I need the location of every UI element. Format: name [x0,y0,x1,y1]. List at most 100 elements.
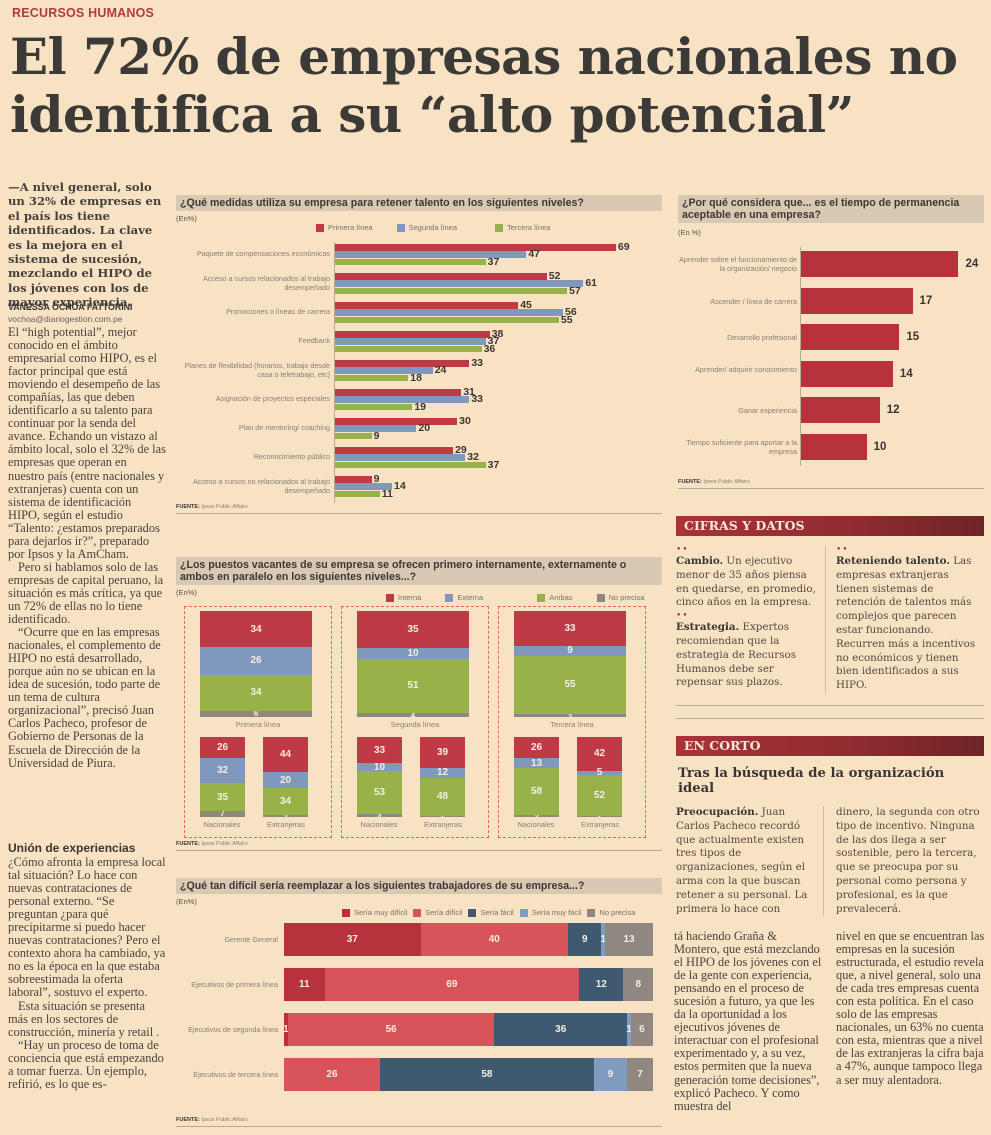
category-label: Acceso a cursos relacionados al trabajo … [202,274,330,292]
legend-label: Sería difícil [425,908,463,917]
box-column: •• Reteniendo talento. Las empresas extr… [826,546,984,693]
sub-label: Nacionales [517,820,555,829]
bar-tercera-línea [335,345,482,353]
body-paragraph: El “high potential”, mejor conocido en e… [8,325,166,561]
divider [176,513,662,514]
category-label: Acceso a cursos no relacionados al traba… [192,477,330,495]
category-label: Ganar experiencia [738,406,797,415]
stack-segment-no-precisa: 4 [357,813,402,817]
body-paragraph: Esta situación se presenta más en los se… [8,998,160,1039]
bullet-dots: •• [676,611,689,622]
cifras-y-datos-box: CIFRAS Y DATOS •• Cambio. Un ejecutivo m… [676,516,984,719]
legend-item: Primera línea [316,223,373,232]
data-label: 55 [560,313,573,326]
stack-segment-sería-difícil: 69 [324,968,580,1001]
chart-subtitle: (En%) [176,897,197,906]
stack-segment-externa: 26 [200,647,312,675]
legend-swatch [342,908,350,917]
fact-text: Un ejecutivo menor de 35 años piensa en … [676,555,816,609]
chart-plot: Gerente General 37 40 9 1 13 Ejecutivos de pri… [176,921,662,1117]
group-box [184,606,332,838]
chart-title: ¿Qué medidas utiliza su empresa para ret… [176,195,662,211]
article-continuation-2: nivel en que se encuentran las empresas … [836,929,985,1087]
bar-segunda-línea [335,309,563,316]
group-box [341,606,489,838]
category-label: Paquete de compensaciones económicas [196,249,330,258]
source-label: FUENTE: [678,479,702,485]
body-paragraph: Pero si hablamos solo de las empresas de… [8,559,164,627]
bar-tercera-línea [335,316,559,324]
box-header: CIFRAS Y DATOS [676,516,984,536]
y-axis-line [800,247,801,466]
bar-primera-línea [335,418,458,425]
stacked-row: 26 58 9 7 [284,1058,653,1091]
stack-segment-sería-fácil: 58 [379,1058,594,1091]
data-label: 24 [965,258,979,270]
bar-primera-línea [335,360,470,367]
article-body-2: ¿Cómo afronta la empresa local tal situa… [8,855,166,1091]
stack-segment-interna: 42 [577,737,622,771]
data-label: 19 [414,400,427,413]
bar-segunda-línea [335,483,392,490]
source-text: Ipsos Public Affairs [201,504,248,510]
stack-segment-externa: 32 [200,757,245,784]
bar-tercera-línea [335,258,486,266]
stack-segment-sería-muy-difícil: 11 [284,968,325,1001]
data-label: 29 [455,444,467,456]
legend-swatch-blue [396,223,405,232]
fact-item: Cambio. Un ejecutivo menor de 35 años pi… [676,555,817,610]
source-text: Ipsos Public Affairs [201,1117,248,1123]
group-box [498,606,646,838]
stack-segment-interna: 26 [514,737,559,758]
stack-segment-sería-muy-difícil: 37 [284,923,421,956]
bar-segunda-línea [335,251,527,258]
group-label: Segunda línea [390,720,440,729]
data-label: 45 [520,299,532,311]
bar-tercera-línea [335,403,413,411]
category-label: Reconocimiento público [253,452,330,461]
en-corto-box: EN CORTO Tras la búsqueda de la organiza… [676,736,984,917]
stack-segment-ambas: 58 [514,768,559,815]
chart-retention-measures: ¿Qué medidas utiliza su empresa para ret… [176,195,662,514]
data-label: 37 [487,255,500,268]
stack-segment-ambas: 53 [357,771,402,814]
stack-segment-ambas: 34 [263,788,308,816]
data-label: 20 [418,422,431,435]
note-text: Juan Carlos Pacheco recordó que actualme… [676,806,808,915]
section-label: RECURSOS HUMANOS [12,6,155,20]
bar-segunda-línea [335,338,486,345]
sub-label: Nacionales [203,820,241,829]
stack-segment-no-precisa: 7 [200,811,245,817]
source-label: FUENTE: [176,1117,200,1123]
legend-label: Interna [398,593,422,602]
bar-tercera-línea [335,461,486,469]
data-label: 37 [487,458,500,471]
legend-item: Externa [445,593,483,602]
bullet-dots: •• [836,545,849,555]
category-label: Planes de flexibilidad (horarios, trabaj… [184,361,330,379]
y-axis-line [334,242,335,503]
stack-segment-no-precisa: 3 [514,814,559,817]
fact-title: Estrategia. [676,621,740,634]
data-label: 37 [487,335,500,348]
bar-primera-línea [335,244,616,251]
divider [678,488,984,489]
chart-legend: Interna Externa Ambas No precisa [386,593,662,602]
stack-segment-interna: 26 [200,737,245,758]
category-label: Ejecutivos de tercera línea [193,1070,278,1079]
author-email[interactable]: vochoa@diariogestion.com.pe [8,314,123,324]
stack-segment-no-precisa: 1 [577,816,622,817]
bar-primera-línea [335,331,490,338]
sub-label: Extranjeras [424,820,462,829]
legend-swatch-red [386,593,394,602]
stack-segment-interna: 33 [357,737,402,764]
stacked-row: 11 69 12 8 [284,968,653,1001]
chart-legend: Primera línea Segunda línea Tercera líne… [316,223,662,232]
data-label: 24 [434,364,447,377]
legend-label: Tercera línea [507,223,551,232]
stack-segment-no-precisa: 6 [630,1013,653,1046]
box-columns: Preocupación. Juan Carlos Pacheco record… [676,806,984,917]
data-label: 15 [906,331,920,343]
legend-label: No precisa [599,908,636,917]
